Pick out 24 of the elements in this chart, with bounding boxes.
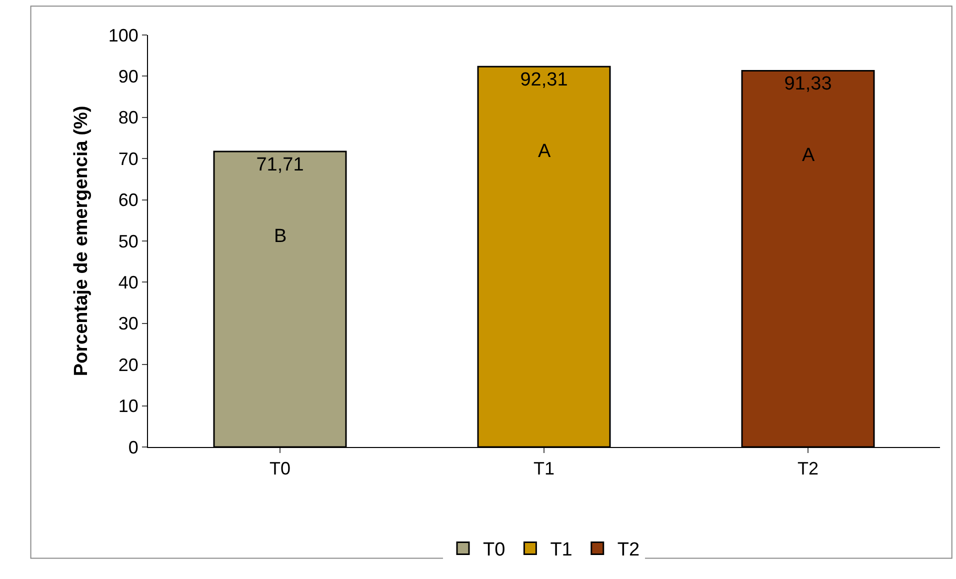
annotation: A (538, 141, 551, 162)
x-tick-label: T1 (533, 458, 555, 479)
x-tick-label: T2 (797, 458, 819, 479)
y-tick-label: 50 (118, 231, 138, 252)
y-tick-label: 90 (118, 66, 138, 86)
y-axis-title: Porcentaje de emergencia (%) (71, 106, 92, 376)
y-tick-label: 80 (118, 108, 138, 128)
data-label: 92,31 (520, 70, 568, 91)
annotation: A (802, 145, 815, 166)
y-tick-label: 40 (118, 272, 138, 292)
legend-label: T1 (550, 540, 572, 561)
data-label: 91,33 (784, 74, 832, 95)
x-tick-label: T0 (269, 458, 291, 479)
y-tick-label: 100 (108, 25, 138, 46)
y-tick-label: 60 (118, 190, 138, 210)
y-tick-label: 20 (118, 354, 138, 375)
y-tick-label: 10 (118, 396, 138, 416)
data-label: 71,71 (256, 154, 304, 176)
y-tick-label: 70 (118, 148, 138, 169)
y-tick-label: 0 (128, 437, 138, 458)
legend-label: T0 (483, 540, 506, 561)
y-tick-label: 30 (118, 314, 138, 334)
legend-label: T2 (617, 540, 640, 561)
annotation: B (274, 226, 287, 247)
